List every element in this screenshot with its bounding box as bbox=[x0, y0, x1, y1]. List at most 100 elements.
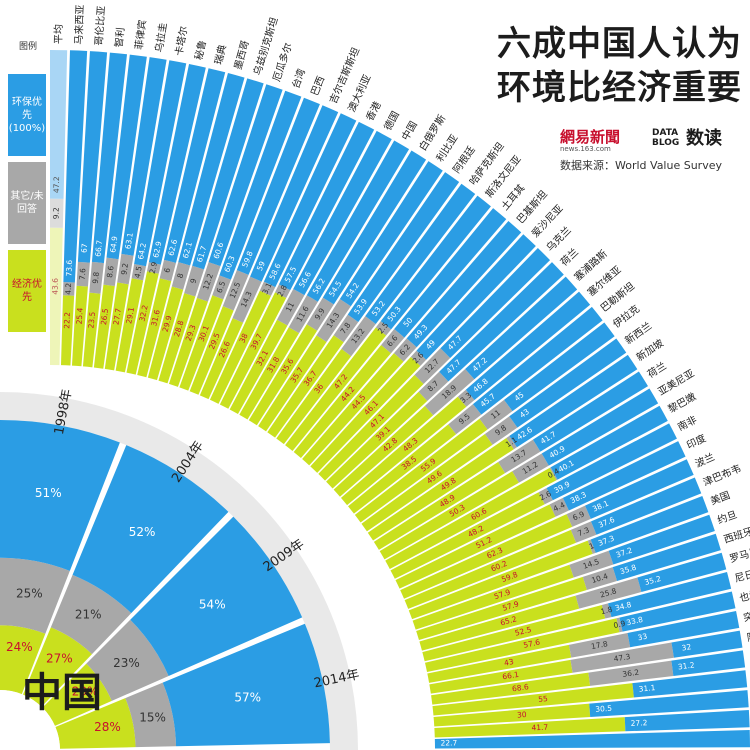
other-segment bbox=[212, 275, 231, 300]
other-segment bbox=[316, 298, 351, 342]
other-value-label: 1.8 bbox=[600, 605, 614, 617]
environment-segment bbox=[589, 690, 749, 717]
other-segment bbox=[184, 265, 205, 297]
environment-segment bbox=[504, 322, 615, 412]
category-label: 平均 bbox=[53, 24, 65, 44]
other-value-label: 4.5 bbox=[133, 265, 144, 279]
china-economy-label: 27% bbox=[46, 652, 73, 666]
economy-segment bbox=[199, 318, 244, 400]
environment-segment bbox=[339, 161, 443, 307]
china-other-segment bbox=[50, 574, 132, 655]
china-economy-label: 23% bbox=[72, 684, 99, 698]
other-segment bbox=[506, 435, 517, 450]
other-segment bbox=[601, 603, 612, 619]
other-value-label: 0.9 bbox=[613, 619, 627, 630]
environment-segment bbox=[612, 533, 721, 582]
environment-segment bbox=[50, 50, 68, 199]
other-segment bbox=[222, 270, 249, 311]
other-segment bbox=[568, 632, 631, 658]
economy-segment bbox=[258, 335, 327, 432]
environment-segment bbox=[178, 72, 245, 266]
other-segment bbox=[393, 338, 417, 362]
china-environment-segment bbox=[162, 623, 330, 747]
environment-segment bbox=[347, 172, 460, 323]
economy-segment bbox=[209, 290, 272, 404]
economy-value-label: 68.6 bbox=[511, 682, 529, 693]
category-label: 瑞典 bbox=[212, 43, 229, 66]
economy-segment bbox=[367, 437, 514, 541]
environment-segment bbox=[406, 220, 522, 348]
economy-segment bbox=[318, 374, 424, 481]
environment-segment bbox=[192, 78, 264, 270]
other-value-label: 11 bbox=[284, 301, 297, 314]
other-segment bbox=[341, 316, 376, 357]
environment-segment bbox=[293, 130, 392, 296]
other-segment bbox=[498, 439, 541, 474]
economy-segment bbox=[93, 284, 115, 369]
economy-value-label: 38 bbox=[238, 332, 250, 345]
category-label: 卡塔尔 bbox=[172, 25, 190, 57]
economy-value-label: 52.5 bbox=[514, 625, 533, 638]
other-segment bbox=[62, 282, 75, 296]
economy-segment bbox=[189, 306, 234, 395]
other-value-label: 6 bbox=[162, 267, 172, 274]
category-label: 菲律宾 bbox=[132, 19, 149, 50]
other-value-label: 6.9 bbox=[571, 509, 586, 522]
environment-segment bbox=[208, 84, 283, 267]
other-segment bbox=[131, 264, 147, 281]
environment-value-label: 64.2 bbox=[136, 242, 148, 260]
other-segment bbox=[232, 276, 262, 323]
economy-segment bbox=[385, 467, 557, 569]
other-segment bbox=[89, 261, 104, 294]
other-segment bbox=[549, 497, 569, 517]
category-label: 尼日利亚 bbox=[734, 563, 750, 584]
environment-segment bbox=[509, 354, 638, 448]
other-value-label: 9 bbox=[188, 277, 198, 284]
economy-segment bbox=[50, 227, 63, 366]
economy-segment bbox=[71, 285, 88, 367]
economy-segment bbox=[137, 278, 172, 378]
other-segment bbox=[418, 371, 449, 401]
environment-value-label: 63.1 bbox=[123, 232, 135, 250]
category-label: 哥伦比亚 bbox=[92, 5, 108, 46]
environment-segment bbox=[562, 441, 686, 511]
netease-logo: 網易新聞 bbox=[560, 128, 621, 146]
china-environment-segment bbox=[130, 516, 303, 676]
environment-value-label: 62.1 bbox=[181, 241, 194, 260]
economy-value-label: 27.7 bbox=[112, 307, 124, 325]
environment-value-label: 62.6 bbox=[166, 238, 179, 257]
economy-segment bbox=[434, 717, 626, 738]
china-hub bbox=[0, 690, 60, 750]
other-segment bbox=[159, 259, 176, 282]
category-label: 津巴布韦 bbox=[701, 463, 743, 489]
category-label: 阿尔及利亚 bbox=[746, 623, 750, 644]
other-segment bbox=[457, 389, 475, 407]
economy-segment bbox=[416, 576, 587, 641]
datablog-logo: DATA BLOG bbox=[652, 128, 680, 148]
economy-segment bbox=[412, 564, 574, 630]
economy-value-label: 66.1 bbox=[502, 670, 520, 682]
environment-segment bbox=[306, 140, 410, 302]
china-environment-label: 52% bbox=[129, 525, 156, 539]
economy-segment bbox=[168, 297, 208, 387]
economy-value-label: 26.5 bbox=[99, 308, 110, 326]
economy-segment bbox=[326, 391, 428, 489]
economy-value-label: 29.9 bbox=[161, 314, 174, 333]
environment-segment bbox=[278, 121, 375, 291]
environment-value-label: 35.2 bbox=[644, 574, 663, 587]
other-segment bbox=[424, 368, 475, 416]
category-label: 突尼斯 bbox=[742, 606, 750, 624]
environment-segment bbox=[550, 405, 668, 480]
category-label: 厄瓜多尔 bbox=[270, 41, 295, 83]
economy-segment bbox=[340, 396, 467, 506]
netease-url: news.163.com bbox=[560, 145, 611, 153]
environment-segment bbox=[627, 610, 740, 648]
other-segment bbox=[479, 399, 513, 430]
environment-value-label: 27.2 bbox=[630, 718, 647, 728]
other-segment bbox=[512, 453, 549, 483]
environment-segment bbox=[619, 591, 736, 632]
economy-segment bbox=[419, 595, 580, 651]
economy-segment bbox=[429, 659, 573, 694]
other-value-label: 7.6 bbox=[78, 268, 88, 281]
other-value-label: 25.8 bbox=[599, 586, 618, 599]
